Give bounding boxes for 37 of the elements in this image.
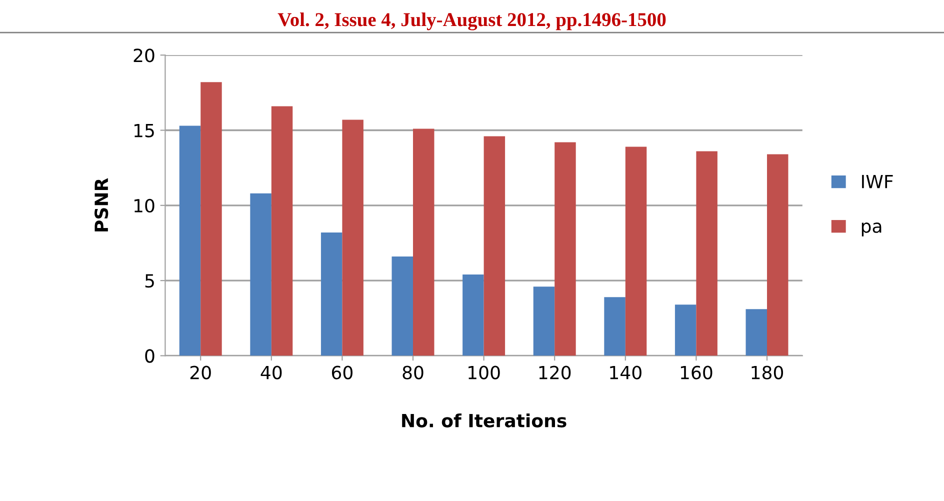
- x-tick-label: 140: [610, 366, 642, 380]
- text: Vol. 2, Issue 4, July-August 2012, pp.1496-1500: [278, 12, 666, 30]
- x-tick-label: 20: [190, 366, 211, 380]
- bar: [392, 256, 413, 356]
- y-tick-label: 0: [145, 349, 154, 363]
- bar: [696, 151, 718, 356]
- x-tick-label: 100: [468, 366, 500, 380]
- bar: [179, 126, 201, 356]
- bar: [533, 286, 555, 356]
- x-tick-label: 120: [539, 366, 571, 380]
- bar: [746, 309, 767, 356]
- bar: [484, 136, 506, 356]
- legend-label: IWF: [862, 174, 893, 188]
- y-tick-label: 15: [134, 124, 154, 138]
- x-axis-title: No. of Iterations: [402, 413, 566, 428]
- bar: [200, 82, 222, 356]
- legend-label: pa: [862, 222, 882, 236]
- x-tick-label: 60: [332, 366, 352, 380]
- bar: [413, 128, 434, 356]
- bar: [767, 154, 788, 356]
- x-tick-label: 80: [402, 366, 424, 380]
- bar: [604, 297, 626, 356]
- bar: [320, 232, 342, 356]
- y-tick-label: 5: [145, 274, 154, 288]
- bar: [674, 304, 696, 356]
- x-tick-label: 40: [260, 366, 282, 380]
- bar: [342, 120, 364, 356]
- x-tick-label: 160: [680, 366, 712, 380]
- bar: [250, 193, 272, 356]
- x-tick-label: 180: [752, 366, 784, 380]
- bar: [554, 142, 576, 356]
- y-tick-label: 10: [134, 198, 154, 213]
- y-tick-label: 20: [134, 48, 154, 62]
- y-axis-title: PSNR: [94, 178, 108, 232]
- bar: [271, 106, 293, 356]
- bar: [625, 146, 647, 356]
- bar: [462, 274, 484, 356]
